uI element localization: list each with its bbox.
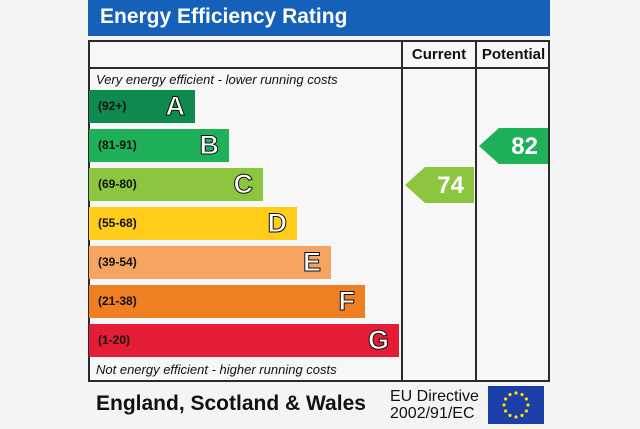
band-range-label: (1-20) <box>98 333 131 347</box>
eu-star-icon <box>520 413 524 417</box>
band-range-label: (81-91) <box>98 138 137 152</box>
band-range-label: (39-54) <box>98 255 137 269</box>
rating-band-e: (39-54) E <box>89 246 331 279</box>
band-letter: C <box>233 169 253 200</box>
eu-flag-icon <box>488 386 544 424</box>
band-letter: G <box>367 325 389 356</box>
band-letter: E <box>302 247 321 278</box>
eu-star-icon <box>514 391 518 395</box>
eu-star-icon <box>526 403 530 407</box>
band-range-label: (69-80) <box>98 177 137 191</box>
rating-band-f: (21-38) F <box>89 285 365 318</box>
eu-star-icon <box>524 409 528 413</box>
top-note: Very energy efficient - lower running co… <box>96 72 338 87</box>
title-bar: Energy Efficiency Rating <box>88 0 550 36</box>
chart-title: Energy Efficiency Rating <box>100 5 348 28</box>
footer-divider <box>88 380 550 382</box>
band-letter: B <box>199 130 219 161</box>
directive-line-1: EU Directive <box>390 388 479 405</box>
footer-region: England, Scotland & Wales <box>96 392 366 415</box>
eu-star-icon <box>502 403 506 407</box>
eu-star-icon <box>520 393 524 397</box>
eu-star-icon <box>524 397 528 401</box>
current-rating-value: 74 <box>437 172 464 199</box>
band-range-label: (21-38) <box>98 294 137 308</box>
potential-column-divider <box>475 40 477 382</box>
directive-line-2: 2002/91/EC <box>390 405 475 422</box>
band-range-label: (92+) <box>98 99 127 113</box>
rating-band-a: (92+) A <box>89 90 195 123</box>
rating-band-g: (1-20) G <box>89 324 399 357</box>
footer-directive: EU Directive 2002/91/EC <box>390 388 482 422</box>
eu-star-icon <box>508 413 512 417</box>
potential-column-header: Potential <box>481 46 546 63</box>
potential-rating-value: 82 <box>511 133 538 160</box>
eu-star-icon <box>508 393 512 397</box>
epc-chart: Energy Efficiency Rating Current Potenti… <box>88 0 550 424</box>
band-letter: D <box>267 208 287 239</box>
header-divider <box>88 67 550 69</box>
band-letter: F <box>338 286 355 317</box>
band-range-label: (55-68) <box>98 216 137 230</box>
eu-star-icon <box>504 397 508 401</box>
rating-band-b: (81-91) B <box>89 129 229 162</box>
eu-flag-stars <box>502 391 530 419</box>
current-column-divider <box>401 40 403 382</box>
band-letter: A <box>165 91 185 122</box>
rating-band-d: (55-68) D <box>89 207 297 240</box>
eu-star-icon <box>504 409 508 413</box>
rating-band-c: (69-80) C <box>89 168 263 201</box>
bottom-note: Not energy efficient - higher running co… <box>96 362 337 377</box>
current-column-header: Current <box>411 46 467 63</box>
